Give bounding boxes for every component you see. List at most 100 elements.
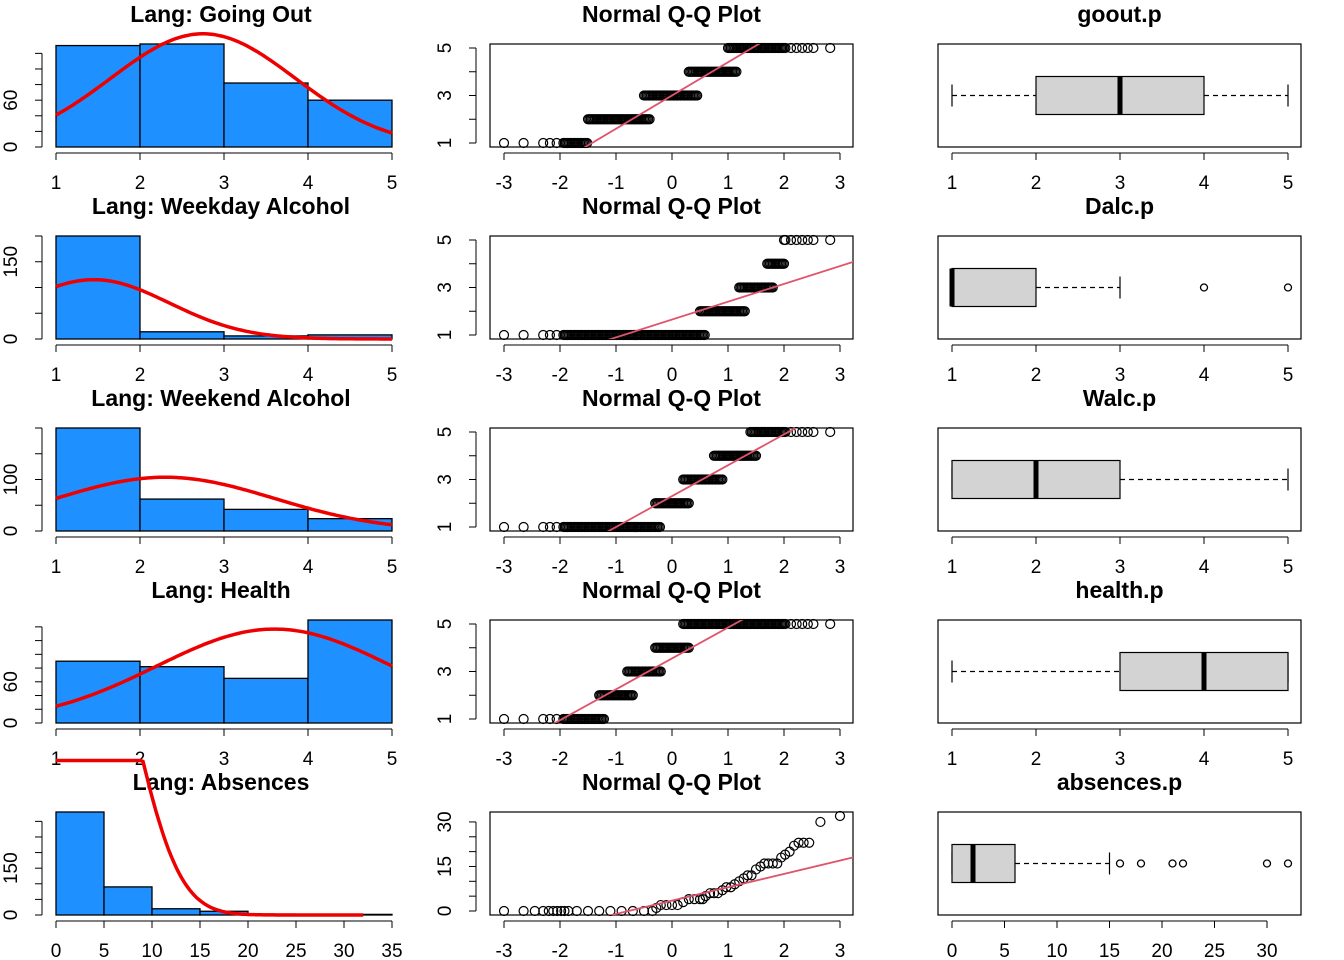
x-tick-label: 10 — [1046, 941, 1067, 960]
qq-point — [683, 498, 694, 509]
plot-frame — [937, 619, 1302, 724]
qq-reference-line — [553, 620, 744, 723]
histogram-bar — [307, 99, 393, 148]
x-tick-label: 5 — [99, 941, 110, 960]
x-tick-label: -3 — [496, 941, 513, 960]
x-tick-label: -1 — [608, 557, 625, 578]
density-curve — [56, 758, 364, 917]
qq-point — [797, 234, 808, 246]
qq-reference-line — [607, 856, 853, 915]
boxplot-panel: goout.p 1 2 3 4 5 — [937, 1, 1302, 194]
plot-frame — [489, 43, 854, 148]
qq-point — [780, 234, 791, 246]
qq-point — [518, 905, 529, 917]
qq-point — [582, 905, 594, 917]
x-tick-label: 2 — [779, 941, 790, 960]
histogram-bar — [55, 811, 105, 916]
plot-frame — [937, 427, 1302, 532]
chart-title: Normal Q-Q Plot — [582, 1, 761, 27]
x-tick-label: 30 — [333, 941, 354, 960]
qq-point — [797, 426, 808, 438]
chart-title: Normal Q-Q Plot — [582, 193, 761, 219]
box — [951, 267, 1037, 308]
x-tick-label: 1 — [947, 173, 958, 194]
qq-point — [498, 329, 510, 341]
histogram-bar — [223, 508, 309, 532]
plot-frame — [937, 235, 1302, 340]
x-tick-label: -1 — [608, 365, 625, 386]
chart-title: Normal Q-Q Plot — [582, 577, 761, 603]
qq-point — [518, 137, 529, 149]
plot-frame — [489, 619, 854, 724]
chart-title: absences.p — [1057, 769, 1182, 795]
qq-point — [815, 816, 826, 828]
x-tick-label: 1 — [51, 173, 62, 194]
qq-point — [556, 905, 567, 917]
histogram-bar — [55, 235, 141, 340]
qq-point — [797, 42, 808, 54]
qq-point — [594, 905, 605, 917]
x-tick-label: 1 — [723, 557, 734, 578]
y-tick-label: 0 — [1, 142, 22, 153]
x-tick-label: 4 — [1199, 173, 1210, 194]
x-tick-label: 3 — [1115, 749, 1126, 770]
x-tick-label: 25 — [285, 941, 306, 960]
qq-point — [802, 426, 813, 438]
x-tick-label: 35 — [381, 941, 402, 960]
histogram-panel: Lang: Weekend Alcohol 1 2 3 4 5 0 100 — [1, 385, 397, 578]
qq-point — [750, 450, 762, 461]
qq-panel: Normal Q-Q Plot -3 -2 -1 0 1 2 3 1 3 5 — [435, 577, 854, 770]
x-tick-label: -2 — [552, 941, 569, 960]
x-tick-label: 0 — [947, 941, 958, 960]
x-tick-label: 3 — [835, 557, 846, 578]
x-tick-label: 20 — [1151, 941, 1172, 960]
qq-point — [808, 426, 819, 438]
x-tick-label: 0 — [51, 941, 62, 960]
x-tick-label: 15 — [189, 941, 210, 960]
y-tick-label: 3 — [435, 666, 456, 677]
x-tick-label: 5 — [999, 941, 1010, 960]
y-tick-label: 5 — [435, 235, 456, 246]
histogram-bar — [103, 886, 153, 916]
histogram-bar — [139, 666, 225, 724]
chart-title: health.p — [1075, 577, 1163, 603]
qq-point — [544, 521, 556, 533]
y-tick-label: 1 — [435, 138, 456, 149]
qq-point — [683, 642, 694, 653]
x-tick-label: 1 — [723, 173, 734, 194]
x-tick-label: 5 — [387, 749, 398, 770]
qq-point — [548, 905, 559, 917]
x-tick-label: -2 — [552, 749, 569, 770]
qq-point — [544, 329, 556, 341]
qq-point — [538, 521, 549, 533]
outlier-point — [1262, 859, 1272, 868]
x-tick-label: 0 — [667, 365, 678, 386]
y-tick-label: 0 — [1, 334, 22, 345]
qq-panel: Normal Q-Q Plot -3 -2 -1 0 1 2 3 1 3 5 — [435, 1, 854, 194]
plot-frame — [489, 811, 854, 916]
chart-title: Normal Q-Q Plot — [582, 385, 761, 411]
y-tick-label: 15 — [435, 856, 456, 877]
outlier-point — [1283, 859, 1293, 868]
chart-title: Walc.p — [1083, 385, 1156, 411]
x-tick-label: 2 — [1031, 173, 1042, 194]
histogram-bar — [139, 498, 225, 532]
qq-point — [739, 306, 750, 317]
x-tick-label: 3 — [219, 557, 230, 578]
qq-point — [655, 666, 666, 677]
x-tick-label: 2 — [135, 365, 146, 386]
x-tick-label: 4 — [1199, 557, 1210, 578]
x-tick-label: 2 — [779, 173, 790, 194]
x-tick-label: 2 — [135, 557, 146, 578]
histogram-panel: Lang: Absences 0 5 10 15 20 25 30 35 0 150 — [1, 758, 403, 960]
x-tick-label: -1 — [608, 749, 625, 770]
qq-point — [791, 42, 802, 54]
qq-point — [552, 905, 563, 917]
x-tick-label: -2 — [552, 365, 569, 386]
plot-frame — [489, 427, 854, 532]
y-tick-label: 30 — [435, 811, 456, 832]
x-tick-label: 0 — [667, 173, 678, 194]
chart-title: Lang: Weekday Alcohol — [92, 193, 350, 219]
qq-point — [598, 713, 610, 725]
